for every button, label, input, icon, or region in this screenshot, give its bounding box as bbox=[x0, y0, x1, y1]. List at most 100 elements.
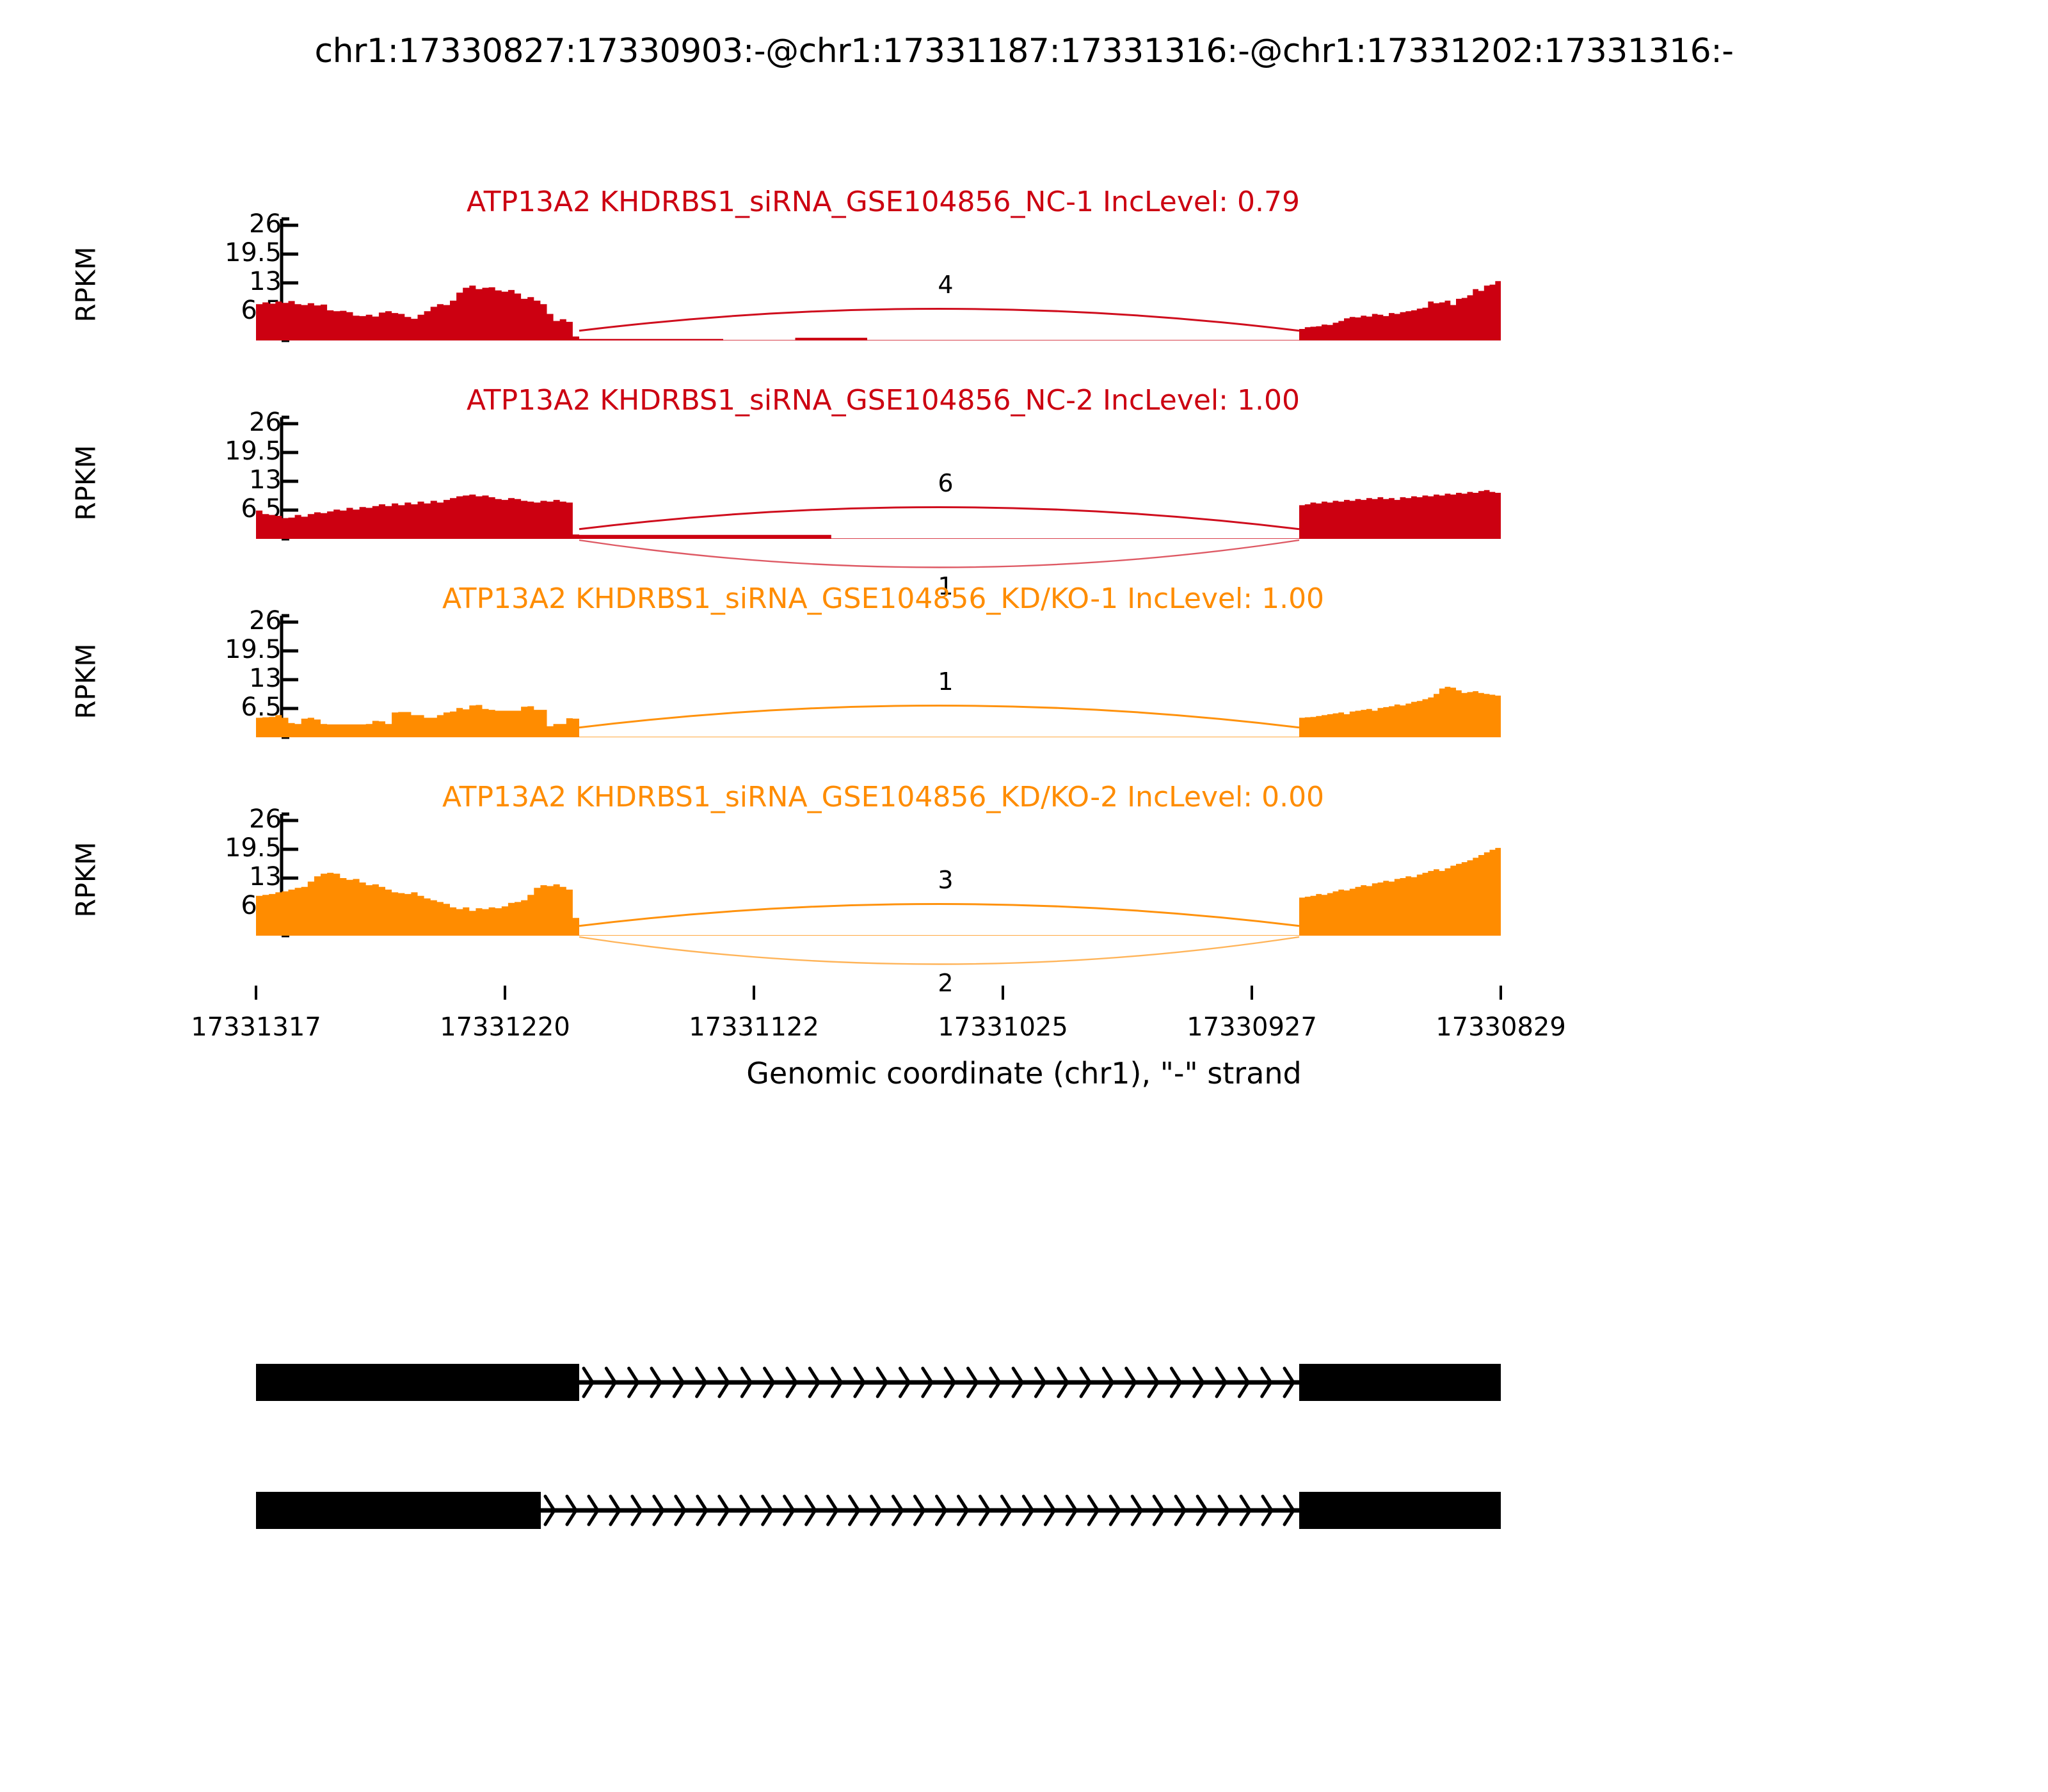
gene-strand-arrow-icon bbox=[1196, 1494, 1209, 1526]
intron-coverage-2 bbox=[579, 534, 1299, 539]
junction-arc-1-0[interactable] bbox=[579, 308, 1300, 332]
x-tick-label-2: 17331122 bbox=[689, 1012, 819, 1042]
gene-strand-arrow-icon bbox=[761, 1494, 774, 1526]
track-label-1: ATP13A2 KHDRBS1_siRNA_GSE104856_NC-1 Inc… bbox=[467, 186, 1300, 218]
gene-strand-arrow-icon bbox=[1174, 1494, 1187, 1526]
gene-strand-arrow-icon bbox=[899, 1366, 911, 1398]
gene-strand-arrow-icon bbox=[672, 1366, 685, 1398]
y-tick-2-2: 13 bbox=[249, 465, 282, 495]
y-tick-2-0: 26 bbox=[249, 408, 282, 437]
right-exon-coverage-4 bbox=[1299, 847, 1501, 936]
gene-strand-arrow-icon bbox=[1057, 1366, 1069, 1398]
gene-strand-arrow-icon bbox=[783, 1494, 796, 1526]
gene-strand-arrow-icon bbox=[1283, 1366, 1295, 1398]
junction-arc-2-1[interactable] bbox=[579, 539, 1300, 568]
gene-model-panel bbox=[0, 1344, 2048, 1632]
gene-strand-arrow-icon bbox=[831, 1366, 844, 1398]
y-tick-1-0: 26 bbox=[249, 209, 282, 239]
gene-strand-arrow-icon bbox=[826, 1494, 839, 1526]
y-tick-3-3: 6.5 bbox=[241, 692, 282, 722]
y-tick-3-1: 19.5 bbox=[224, 635, 282, 664]
gene-strand-arrow-icon bbox=[848, 1494, 861, 1526]
junction-arc-2-0[interactable] bbox=[579, 506, 1300, 531]
gene-strand-arrow-icon bbox=[609, 1494, 621, 1526]
junction-arc-3-0[interactable] bbox=[579, 705, 1300, 729]
gene-strand-arrow-icon bbox=[696, 1494, 708, 1526]
gene-strand-arrow-icon bbox=[853, 1366, 866, 1398]
gene-strand-arrow-icon bbox=[1034, 1366, 1047, 1398]
gene-strand-arrow-icon bbox=[1152, 1494, 1165, 1526]
x-axis: 17331317 17331220 17331122 17331025 17330927… bbox=[0, 986, 2048, 1101]
gene-exon-left-2 bbox=[256, 1492, 541, 1529]
gene-strand-arrow-icon bbox=[1043, 1494, 1057, 1526]
gene-strand-arrow-icon bbox=[650, 1366, 662, 1398]
gene-strand-arrow-icon bbox=[1215, 1366, 1228, 1398]
x-tick-label-3: 17331025 bbox=[938, 1012, 1068, 1042]
left-exon-coverage-4 bbox=[256, 872, 579, 936]
junction-count-3-0: 1 bbox=[913, 668, 978, 696]
gene-strand-arrow-icon bbox=[1108, 1494, 1122, 1526]
intron-coverage-4 bbox=[579, 935, 1299, 936]
gene-strand-arrow-icon bbox=[1079, 1366, 1092, 1398]
gene-strand-arrow-icon bbox=[627, 1366, 640, 1398]
coverage-track-2: ATP13A2 KHDRBS1_siRNA_GSE104856_NC-2 Inc… bbox=[0, 384, 2048, 616]
junction-count-2-0: 6 bbox=[913, 469, 978, 498]
gene-strand-arrow-icon bbox=[966, 1366, 979, 1398]
gene-strand-arrow-icon bbox=[630, 1494, 643, 1526]
gene-strand-arrow-icon bbox=[763, 1366, 776, 1398]
junction-arc-4-0[interactable] bbox=[579, 903, 1300, 927]
gene-strand-arrow-icon bbox=[565, 1494, 578, 1526]
gene-strand-arrow-icon bbox=[674, 1494, 687, 1526]
coverage-svg-3 bbox=[256, 614, 1501, 739]
gene-strand-arrow-icon bbox=[739, 1494, 752, 1526]
gene-strand-arrow-icon bbox=[587, 1494, 600, 1526]
track-label-3: ATP13A2 KHDRBS1_siRNA_GSE104856_KD/KO-1 … bbox=[442, 582, 1325, 615]
gene-strand-arrow-icon bbox=[1192, 1366, 1205, 1398]
coverage-svg-4 bbox=[256, 812, 1501, 965]
gene-strand-arrow-icon bbox=[1239, 1494, 1252, 1526]
y-tick-4-2: 13 bbox=[249, 862, 282, 892]
junction-count-2-1: 1 bbox=[913, 572, 978, 600]
gene-strand-arrow-icon bbox=[652, 1494, 665, 1526]
track-label-4: ATP13A2 KHDRBS1_siRNA_GSE104856_KD/KO-2 … bbox=[442, 781, 1325, 813]
coverage-svg-1 bbox=[256, 217, 1501, 342]
gene-strand-arrow-icon bbox=[543, 1494, 556, 1526]
coverage-track-1: ATP13A2 KHDRBS1_siRNA_GSE104856_NC-1 Inc… bbox=[0, 186, 2048, 417]
gene-strand-arrow-icon bbox=[1283, 1494, 1295, 1526]
junction-count-4-0: 3 bbox=[913, 866, 978, 895]
gene-exon-left-1 bbox=[256, 1364, 579, 1401]
gene-strand-arrow-icon bbox=[876, 1366, 889, 1398]
coverage-svg-2 bbox=[256, 415, 1501, 568]
gene-strand-arrow-icon bbox=[1065, 1494, 1078, 1526]
gene-strand-arrow-icon bbox=[1237, 1366, 1251, 1398]
gene-strand-arrow-icon bbox=[1000, 1494, 1013, 1526]
x-axis-ticks bbox=[255, 986, 1502, 1000]
left-exon-coverage-1 bbox=[256, 285, 579, 340]
gene-strand-arrow-icon bbox=[717, 1366, 730, 1398]
left-exon-coverage-2 bbox=[256, 494, 579, 539]
gene-strand-arrow-icon bbox=[1011, 1366, 1025, 1398]
gene-exon-right-1 bbox=[1299, 1364, 1501, 1401]
x-tick-label-0: 17331317 bbox=[191, 1012, 321, 1042]
x-tick-label-4: 17330927 bbox=[1187, 1012, 1317, 1042]
junction-arc-4-1[interactable] bbox=[579, 936, 1300, 965]
gene-strand-arrow-icon bbox=[870, 1494, 883, 1526]
gene-strand-arrow-icon bbox=[604, 1366, 618, 1398]
junction-count-4-1: 2 bbox=[913, 969, 978, 997]
gene-strand-arrow-icon bbox=[804, 1494, 817, 1526]
right-exon-coverage-1 bbox=[1299, 281, 1501, 340]
y-tick-1-2: 13 bbox=[249, 267, 282, 296]
gene-strand-arrow-icon bbox=[1101, 1366, 1115, 1398]
y-tick-4-0: 26 bbox=[249, 804, 282, 834]
gene-strand-arrow-icon bbox=[1169, 1366, 1183, 1398]
junction-count-1-0: 4 bbox=[913, 271, 978, 300]
gene-strand-arrow-icon bbox=[808, 1366, 821, 1398]
gene-strand-arrow-icon bbox=[1130, 1494, 1144, 1526]
x-axis-title: Genomic coordinate (chr1), "-" strand bbox=[746, 1056, 1302, 1091]
gene-strand-arrow-icon bbox=[695, 1366, 708, 1398]
right-exon-coverage-2 bbox=[1299, 490, 1501, 539]
gene-strand-arrow-icon bbox=[943, 1366, 957, 1398]
y-tick-2-1: 19.5 bbox=[224, 436, 282, 466]
gene-strand-arrow-icon bbox=[913, 1494, 926, 1526]
